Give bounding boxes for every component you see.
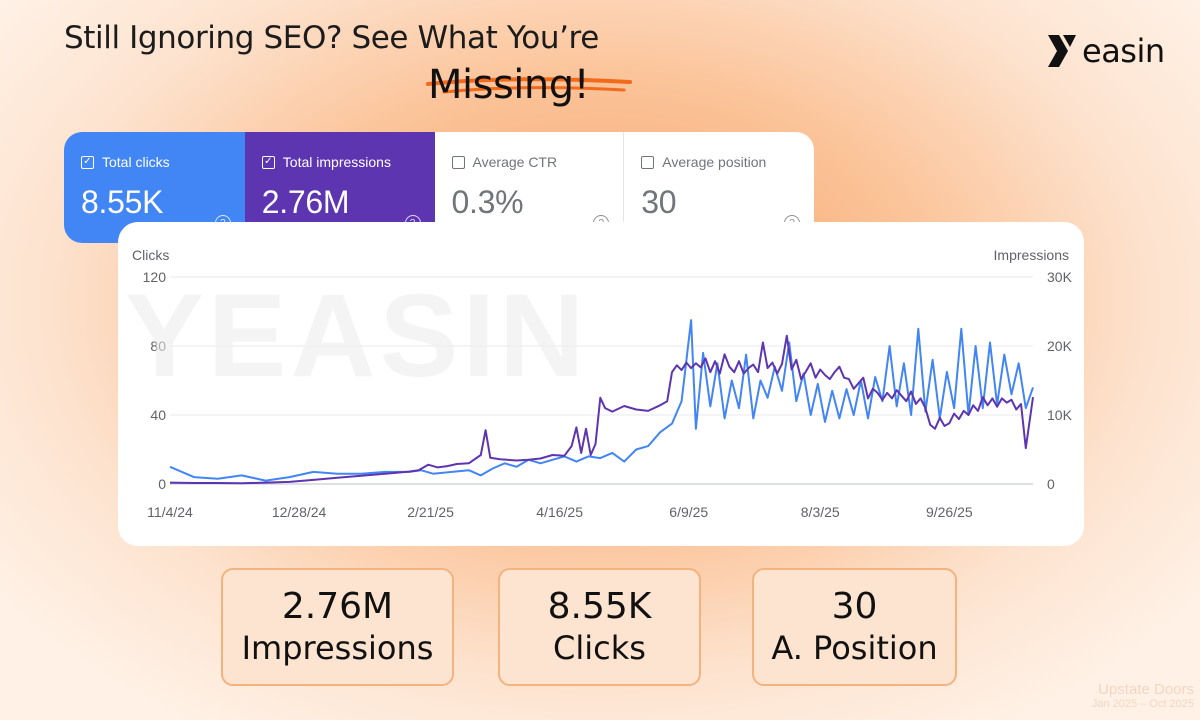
corner-date-range: Jan 2025 – Oct 2025 xyxy=(1091,698,1194,710)
metric-value: 8.55K xyxy=(81,184,164,220)
stat-clicks: 8.55K Clicks xyxy=(498,568,701,686)
stat-value: 8.55K xyxy=(547,586,652,627)
metric-value: 30 xyxy=(641,184,677,220)
watermark: YEASIN xyxy=(125,270,589,402)
stat-label: Clicks xyxy=(553,629,646,667)
brand-y-icon xyxy=(1048,35,1076,67)
y-tick-label-left: 0 xyxy=(158,476,166,492)
y-tick-label-left: 120 xyxy=(143,269,167,285)
stat-position: 30 A. Position xyxy=(752,568,957,686)
checkbox-unchecked-icon[interactable] xyxy=(451,155,465,169)
metric-total-clicks[interactable]: ✓Total clicks 8.55K ? xyxy=(64,132,245,243)
stat-value: 2.76M xyxy=(281,586,394,627)
metric-label: Average position xyxy=(662,154,767,170)
x-tick-label: 2/21/25 xyxy=(407,504,454,520)
metric-value: 2.76M xyxy=(261,184,350,220)
brand-logo: easin xyxy=(1046,32,1165,70)
x-tick-label: 9/26/25 xyxy=(926,504,973,520)
series-line-clicks xyxy=(169,319,1034,482)
metric-label: Total impressions xyxy=(282,154,391,170)
x-tick-label: 4/16/25 xyxy=(536,504,583,520)
corner-caption: Upstate Doors Jan 2025 – Oct 2025 xyxy=(1092,681,1194,710)
y-tick-label-right: 0 xyxy=(1047,476,1055,492)
y-tick-label-left: 40 xyxy=(150,407,166,423)
y-tick-label-right: 10K xyxy=(1047,407,1073,423)
metric-average-ctr[interactable]: Average CTR 0.3% ? xyxy=(435,132,625,243)
x-tick-label: 12/28/24 xyxy=(272,504,327,520)
metric-value: 0.3% xyxy=(451,184,524,220)
chart-card: Clicks Impressions 0 40 80 120 0 10K 20K 30K 11/4/… xyxy=(118,222,1084,546)
x-tick-label: 6/9/25 xyxy=(669,504,708,520)
brand-logo-text: easin xyxy=(1082,32,1165,70)
checkbox-checked-icon[interactable]: ✓ xyxy=(261,155,275,169)
stat-label: Impressions xyxy=(241,629,434,667)
checkbox-unchecked-icon[interactable] xyxy=(641,155,655,169)
metric-average-position[interactable]: Average position 30 ? xyxy=(624,132,814,243)
x-tick-label: 8/3/25 xyxy=(801,504,840,520)
metric-label: Average CTR xyxy=(472,154,558,170)
x-tick-label: 11/4/24 xyxy=(147,504,193,520)
performance-chart: Clicks Impressions 0 40 80 120 0 10K 20K 30K 11/4/… xyxy=(132,247,1073,520)
series-line-impressions xyxy=(169,334,1034,485)
y-tick-label-right: 30K xyxy=(1047,269,1073,285)
metric-label: Total clicks xyxy=(102,154,170,170)
stat-value: 30 xyxy=(831,586,878,627)
underline-swash-icon xyxy=(426,77,632,94)
headline-line-1: Still Ignoring SEO? See What You’re xyxy=(64,20,599,56)
corner-title: Upstate Doors xyxy=(1098,681,1194,698)
y-tick-label-left: 80 xyxy=(150,338,166,354)
y-tick-label-right: 20K xyxy=(1047,338,1073,354)
stat-label: A. Position xyxy=(771,629,938,667)
y-axis-label-right: Impressions xyxy=(994,247,1069,263)
metric-cards: ✓Total clicks 8.55K ? ✓Total impressions… xyxy=(64,132,814,243)
y-axis-label-left: Clicks xyxy=(132,247,169,263)
headline-line-2: Missing! xyxy=(428,62,590,108)
stat-impressions: 2.76M Impressions xyxy=(221,568,454,686)
checkbox-checked-icon[interactable]: ✓ xyxy=(81,155,94,169)
